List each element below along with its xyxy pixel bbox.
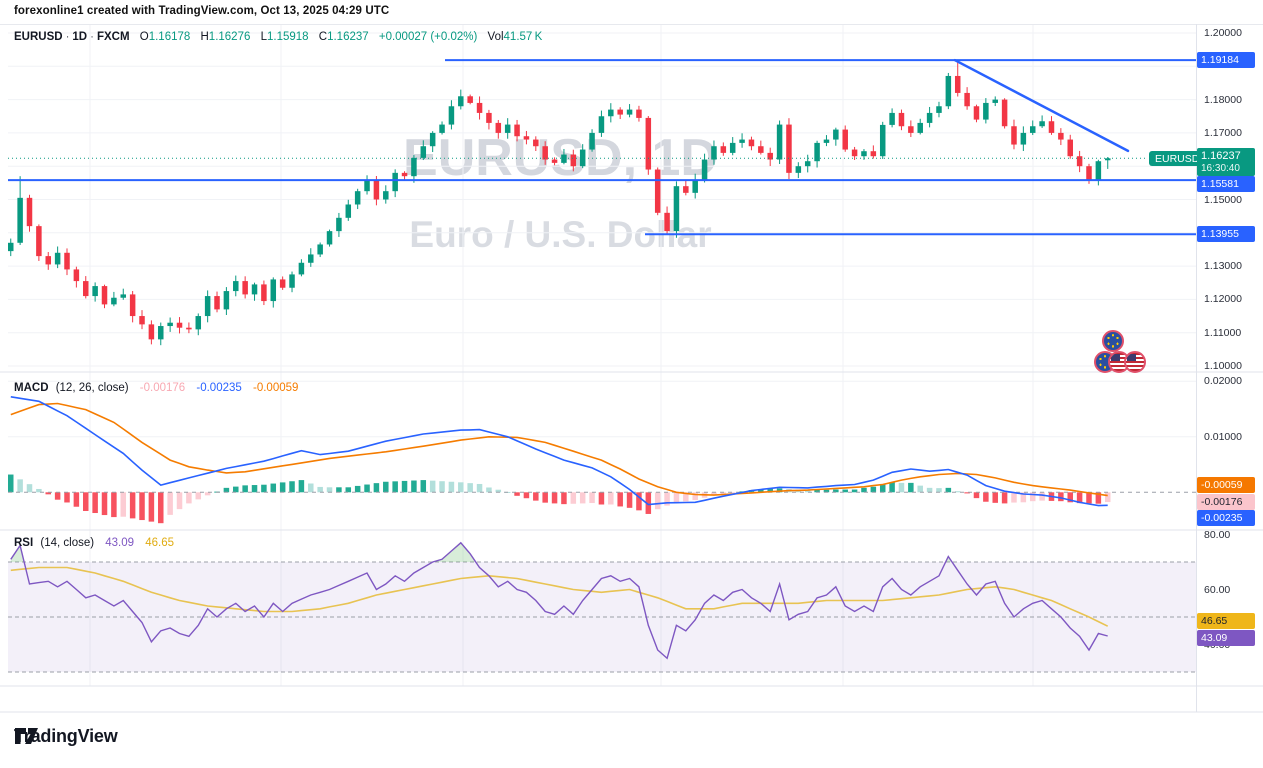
- price-axis-label: 1.17000: [1204, 126, 1242, 139]
- last-price-value: 1.16237: [1201, 150, 1241, 162]
- price-axis-label: 1.10000: [1204, 360, 1242, 372]
- macd-axis-label: 0.02000: [1204, 375, 1242, 388]
- price-level-badge: 1.15581: [1197, 176, 1255, 193]
- price-axis-label: 1.13000: [1204, 260, 1242, 273]
- symbol-title[interactable]: EURUSD: [14, 31, 63, 43]
- legend-separator: ·: [90, 31, 94, 43]
- rsi-value-badge: 43.09: [1197, 630, 1255, 646]
- macd-title[interactable]: MACD: [14, 382, 49, 394]
- price-axis-label: 1.11000: [1204, 326, 1242, 339]
- close-label: C: [318, 31, 328, 43]
- low-value: 1.15918: [266, 31, 309, 43]
- rsi-value-badge: 46.65: [1197, 613, 1255, 629]
- macd-main-line: [10, 396, 1108, 507]
- candlestick-series: [8, 60, 1111, 346]
- open-label: O: [139, 31, 149, 43]
- symbol-legend: EURUSD · 1D · FXCM O1.16178 H1.16276 L1.1591…: [14, 31, 542, 43]
- price-axis-label: 1.12000: [1204, 293, 1242, 306]
- trend-line[interactable]: [953, 58, 1130, 153]
- rsi-pane: [8, 541, 1196, 673]
- close-value: 1.16237: [327, 31, 369, 43]
- macd-hist-value: -0.00176: [139, 382, 186, 394]
- price-axis-label: 1.18000: [1204, 93, 1242, 106]
- rsi-line-value: 43.09: [105, 537, 135, 549]
- exchange-label: FXCM: [96, 31, 130, 43]
- macd-params: (12, 26, close): [55, 382, 129, 394]
- attribution-text: forexonline1 created with TradingView.co…: [14, 5, 390, 17]
- price-axis-label: 1.15000: [1204, 193, 1242, 206]
- high-value: 1.16276: [208, 31, 251, 43]
- macd-value-badge: -0.00059: [1197, 477, 1255, 493]
- macd-signal-line: [10, 402, 1108, 497]
- rsi-params: (14, close): [40, 537, 95, 549]
- rsi-axis-label: 80.00: [1204, 528, 1231, 541]
- legend-separator: ·: [65, 31, 70, 43]
- tradingview-logo-glyph: [15, 728, 38, 744]
- rsi-axis-label: 60.00: [1204, 583, 1231, 596]
- brand-name: TradingView: [14, 726, 118, 746]
- tradingview-logo[interactable]: TradingView: [14, 726, 118, 747]
- volume-value: 41.57 K: [503, 31, 543, 43]
- high-label: H: [200, 31, 209, 43]
- macd-value-badge: -0.00176: [1197, 494, 1255, 510]
- macd-pane: [8, 396, 1196, 524]
- macd-signal-value: -0.00059: [253, 382, 299, 394]
- price-drawings: [8, 58, 1196, 236]
- macd-line-value: -0.00235: [196, 382, 242, 394]
- interval-label[interactable]: 1D: [72, 31, 88, 43]
- macd-axis-label: 0.01000: [1204, 430, 1242, 443]
- price-level-badge: 1.13955: [1197, 226, 1255, 243]
- macd-value-badge: -0.00235: [1197, 510, 1255, 526]
- eu-flag-icon: [1102, 330, 1124, 352]
- rsi-ma-value: 46.65: [145, 537, 175, 549]
- rsi-title[interactable]: RSI: [14, 537, 34, 549]
- rsi-ma-line: [10, 566, 1109, 627]
- volume-label: Vol: [487, 31, 504, 43]
- last-price-badge: 1.16237 16:30:40: [1197, 148, 1255, 176]
- price-level-badge: 1.19184: [1197, 52, 1255, 69]
- time-axis[interactable]: MayJunJulAugSepOct: [0, 686, 1263, 712]
- open-value: 1.16178: [148, 31, 191, 43]
- rsi-main-line: [10, 541, 1108, 660]
- low-label: L: [260, 31, 267, 43]
- pane-separators: [0, 24, 1263, 713]
- us-flag-icon: [1124, 351, 1146, 373]
- rsi-legend: RSI (14, close) 43.09 46.65: [14, 537, 174, 549]
- price-axis-label: 1.20000: [1204, 27, 1242, 39]
- symbol-label-pill: EURUSD: [1149, 151, 1206, 166]
- bar-countdown: 16:30:40: [1201, 163, 1240, 174]
- change-value: +0.00027 (+0.02%): [378, 31, 478, 43]
- macd-legend: MACD (12, 26, close) -0.00176 -0.00235 -…: [14, 382, 298, 394]
- chart-canvas[interactable]: [0, 24, 1263, 713]
